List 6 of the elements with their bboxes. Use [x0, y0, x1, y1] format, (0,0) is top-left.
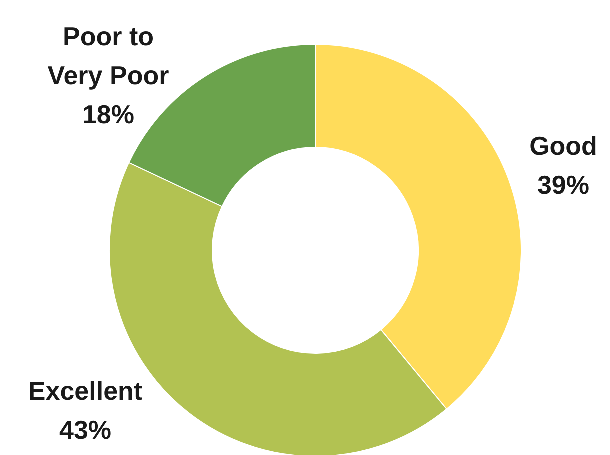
slice-label: Excellent	[28, 376, 143, 406]
data-label: 39%	[537, 170, 590, 200]
data-label: 43%	[59, 415, 112, 445]
slice-label: Good	[530, 131, 598, 161]
data-label: 18%	[82, 100, 135, 130]
slice-label: Poor to Very Poor	[48, 22, 170, 90]
